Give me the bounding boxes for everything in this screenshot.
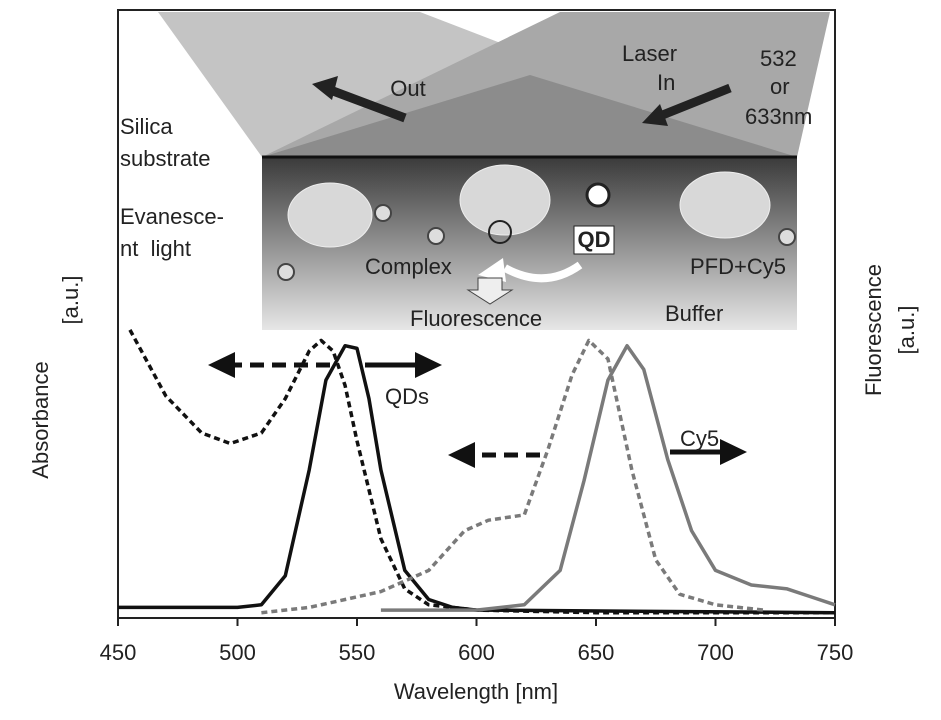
figure: Out Laser In 532 or 633nm Silica substra… (0, 0, 941, 715)
inset-label: Silica (120, 114, 173, 139)
inset-label: nt light (120, 236, 191, 261)
y-axis-title: [a.u.] (58, 276, 83, 325)
inset-label: QD (578, 227, 611, 252)
inset-label: Complex (365, 254, 452, 279)
x-tick-label: 550 (339, 640, 376, 665)
annotation: QDs (385, 384, 429, 409)
inset-label: Laser (622, 41, 677, 66)
qd-particle (587, 184, 609, 206)
y2-axis-title: Fluorescence (861, 264, 886, 396)
x-tick-label: 750 (817, 640, 854, 665)
x-tick-label: 650 (578, 640, 615, 665)
inset-label: Out (390, 76, 425, 101)
x-tick-label: 500 (219, 640, 256, 665)
inset-label: substrate (120, 146, 211, 171)
inset-label: Evanesce- (120, 204, 224, 229)
inset-label: 532 (760, 46, 797, 71)
annotation: Cy5 (680, 426, 719, 451)
inset-label: Fluorescence (410, 306, 542, 331)
inset-label: PFD+Cy5 (690, 254, 786, 279)
inset-label: Buffer (665, 301, 723, 326)
x-tick-label: 600 (458, 640, 495, 665)
inset-label: or (770, 74, 790, 99)
y-axis-title: Absorbance (28, 361, 53, 478)
x-tick-label: 700 (697, 640, 734, 665)
inset-label: In (657, 70, 675, 95)
y2-axis-title: [a.u.] (894, 306, 919, 355)
x-axis-title: Wavelength [nm] (394, 679, 558, 704)
inset-label: 633nm (745, 104, 812, 129)
x-tick-label: 450 (100, 640, 137, 665)
